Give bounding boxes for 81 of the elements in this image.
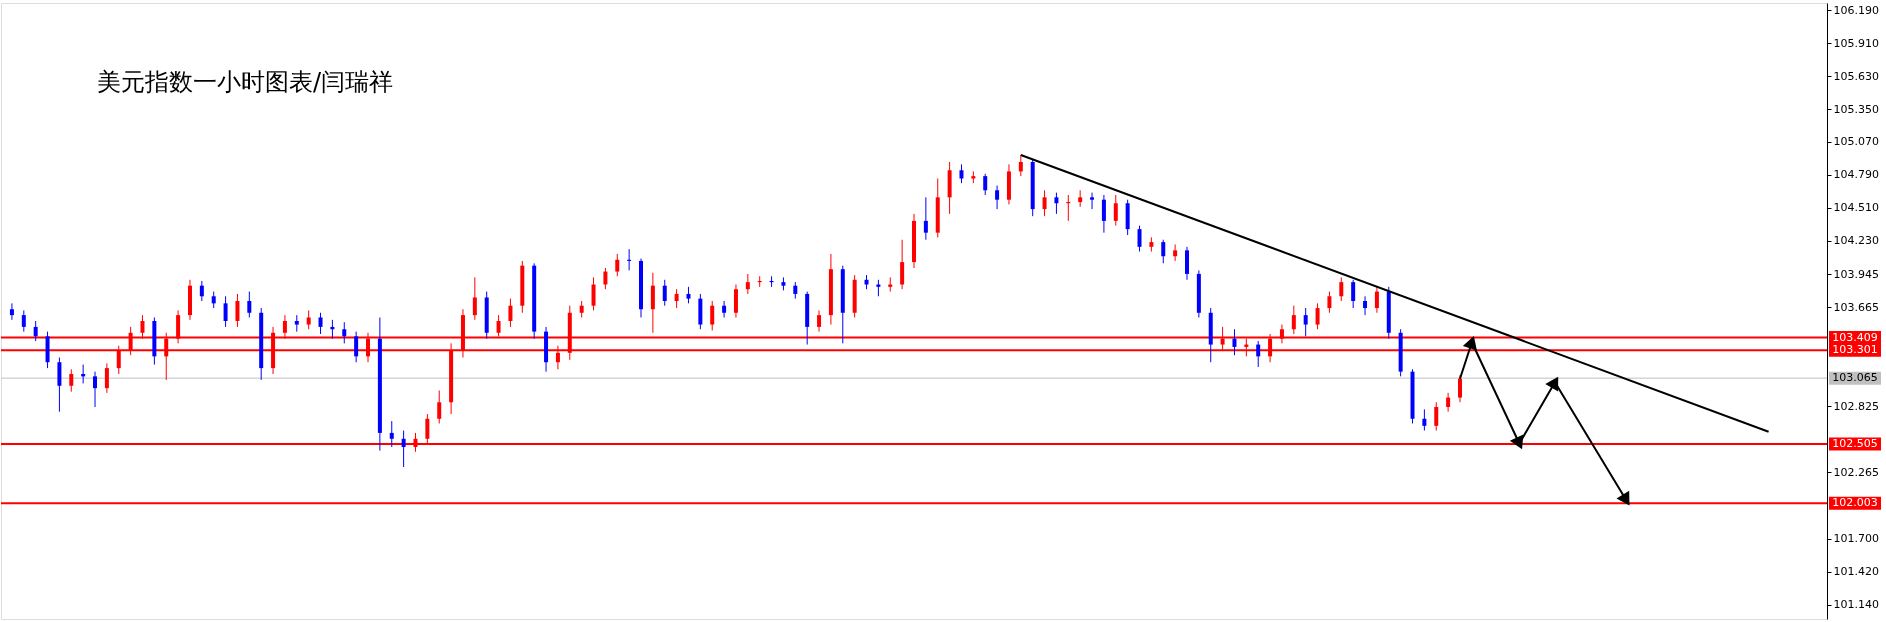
ref-line-label: 103.065 bbox=[1832, 371, 1878, 385]
candlestick bbox=[1339, 276, 1344, 302]
candlestick bbox=[710, 300, 715, 331]
candlestick bbox=[1137, 225, 1142, 253]
candlestick bbox=[389, 420, 394, 448]
y-tick-label: 103.665 bbox=[1833, 300, 1879, 314]
candlestick bbox=[1457, 374, 1462, 403]
candlestick bbox=[1291, 305, 1296, 335]
ref-line-label: 103.301 bbox=[1832, 343, 1878, 357]
y-tick-label: 102.265 bbox=[1833, 465, 1879, 479]
candlestick bbox=[223, 295, 228, 328]
candlestick bbox=[1422, 408, 1427, 432]
candlestick bbox=[69, 368, 74, 393]
candlestick bbox=[354, 331, 359, 363]
text: 美元指数一小时图表/闫瑞祥 bbox=[97, 68, 394, 96]
candlestick bbox=[995, 185, 1000, 210]
candlestick bbox=[722, 300, 727, 318]
candlestick bbox=[401, 430, 406, 468]
candlestick bbox=[342, 321, 347, 344]
candlestick bbox=[817, 309, 822, 333]
candlestick bbox=[508, 298, 513, 328]
candlestick bbox=[923, 196, 928, 241]
y-tick-label: 105.910 bbox=[1833, 36, 1879, 50]
candlestick bbox=[1184, 246, 1189, 281]
candlestick bbox=[1054, 192, 1059, 215]
candlestick bbox=[1090, 192, 1095, 210]
candlestick bbox=[1256, 340, 1261, 368]
y-tick-label: 106.190 bbox=[1833, 3, 1879, 17]
candlestick bbox=[235, 293, 240, 328]
candlestick bbox=[591, 276, 596, 311]
ref-line-label: 103.409 bbox=[1832, 330, 1878, 344]
candlestick bbox=[1327, 291, 1332, 314]
candlestick bbox=[437, 390, 442, 424]
candlestick bbox=[21, 309, 26, 333]
candlestick bbox=[1173, 243, 1178, 262]
candlestick bbox=[1374, 286, 1379, 314]
candlestick bbox=[603, 267, 608, 290]
y-tick-label: 102.825 bbox=[1833, 399, 1879, 413]
y-tick-label: 105.070 bbox=[1833, 135, 1879, 149]
candlestick bbox=[662, 279, 667, 307]
candlestick bbox=[615, 253, 620, 277]
ref-line-label: 102.505 bbox=[1832, 437, 1878, 451]
candlestick bbox=[472, 276, 477, 321]
y-tick-label: 101.700 bbox=[1833, 532, 1879, 546]
candlestick bbox=[1351, 279, 1356, 309]
ref-line-label: 102.003 bbox=[1832, 496, 1878, 510]
y-tick-label: 101.420 bbox=[1833, 565, 1879, 579]
candlestick bbox=[1018, 154, 1023, 177]
candlestick bbox=[1434, 401, 1439, 432]
candlestick bbox=[745, 273, 750, 295]
candlestick bbox=[1363, 295, 1368, 316]
candlestick bbox=[650, 272, 655, 334]
candlestick bbox=[1101, 194, 1106, 234]
y-tick-label: 105.630 bbox=[1833, 69, 1879, 83]
y-tick-label: 104.510 bbox=[1833, 201, 1879, 215]
candlestick bbox=[1315, 302, 1320, 330]
y-tick-label: 103.945 bbox=[1833, 267, 1879, 281]
candlestick bbox=[1161, 239, 1166, 264]
candlestick bbox=[247, 291, 252, 318]
candlestick bbox=[93, 371, 98, 408]
candlestick bbox=[9, 302, 14, 321]
candlestick bbox=[1113, 194, 1118, 227]
candlestick bbox=[1042, 189, 1047, 217]
candlestick bbox=[733, 284, 738, 318]
candlestick bbox=[57, 357, 62, 413]
candlestick bbox=[104, 362, 109, 394]
candlestick bbox=[1303, 307, 1308, 337]
y-tick-label: 105.350 bbox=[1833, 102, 1879, 116]
candlestick bbox=[1232, 328, 1237, 356]
candlestick bbox=[306, 309, 311, 330]
y-tick-label: 104.790 bbox=[1833, 168, 1879, 182]
candlestick bbox=[983, 173, 988, 196]
y-tick-label: 104.230 bbox=[1833, 234, 1879, 248]
candlestick bbox=[199, 280, 204, 302]
candlestick bbox=[959, 163, 964, 184]
candlestick bbox=[900, 239, 905, 290]
candlestick bbox=[318, 312, 323, 335]
candlestick bbox=[674, 288, 679, 309]
candlestick bbox=[33, 320, 38, 342]
y-tick-label: 101.140 bbox=[1833, 598, 1879, 612]
candlestick bbox=[1446, 392, 1451, 413]
